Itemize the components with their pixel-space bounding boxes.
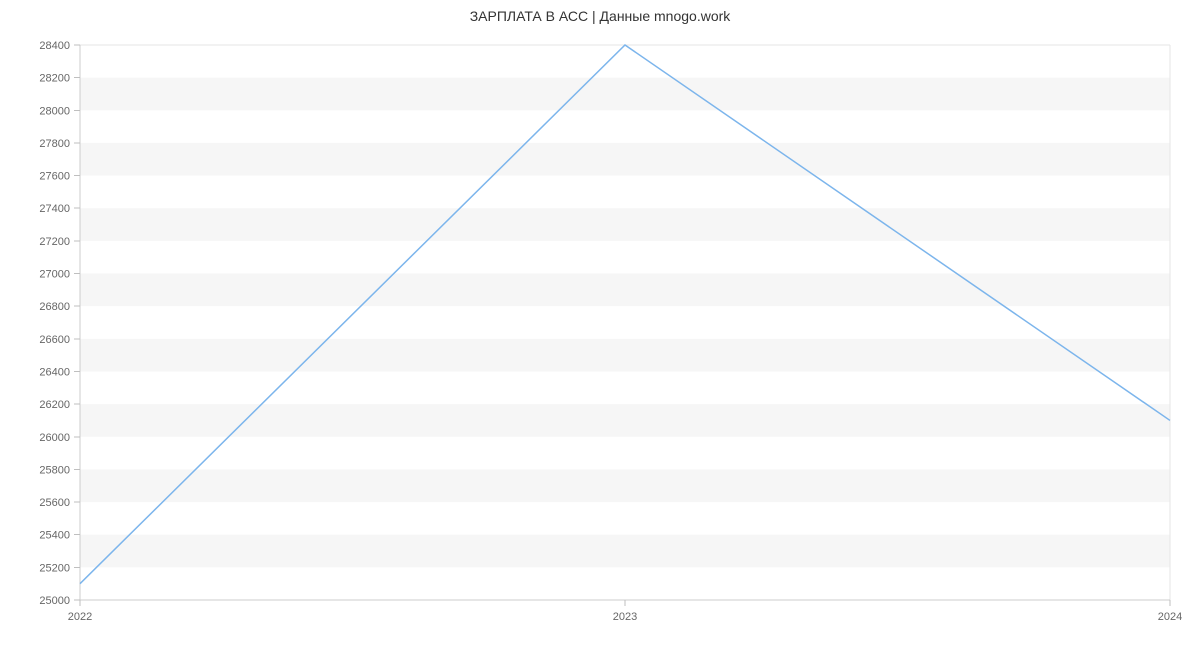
x-tick-label: 2023 — [613, 611, 637, 623]
plot-band — [80, 469, 1170, 502]
plot-band — [80, 143, 1170, 176]
y-tick-label: 27200 — [39, 236, 70, 248]
y-tick-label: 25800 — [39, 464, 70, 476]
y-tick-label: 26600 — [39, 334, 70, 346]
y-tick-label: 25000 — [39, 595, 70, 607]
line-chart: 25000 25200 25400 25600 25800 26000 26200 26400… — [0, 0, 1200, 650]
chart-title: ЗАРПЛАТА В АСС | Данные mnogo.work — [0, 8, 1200, 24]
y-tick-label: 26000 — [39, 432, 70, 444]
y-tick-label: 27800 — [39, 138, 70, 150]
plot-band — [80, 339, 1170, 372]
y-tick-label: 28400 — [39, 40, 70, 52]
y-tick-label: 26400 — [39, 366, 70, 378]
plot-band — [80, 535, 1170, 568]
chart-container: ЗАРПЛАТА В АСС | Данные mnogo.work 25000… — [0, 0, 1200, 650]
y-tick-label: 25200 — [39, 562, 70, 574]
y-tick-label: 25400 — [39, 530, 70, 542]
series-salary — [80, 45, 1170, 584]
plot-band — [80, 274, 1170, 307]
y-tick-label: 27000 — [39, 269, 70, 281]
x-tick-label: 2024 — [1158, 611, 1182, 623]
plot-band — [80, 78, 1170, 111]
y-tick-label: 26200 — [39, 399, 70, 411]
y-tick-label: 25600 — [39, 497, 70, 509]
y-tick-label: 28200 — [39, 73, 70, 85]
x-tick-label: 2022 — [68, 611, 92, 623]
y-tick-label: 27600 — [39, 171, 70, 183]
plot-band — [80, 208, 1170, 241]
y-tick-label: 26800 — [39, 301, 70, 313]
y-tick-label: 28000 — [39, 105, 70, 117]
plot-band — [80, 404, 1170, 437]
y-tick-label: 27400 — [39, 203, 70, 215]
